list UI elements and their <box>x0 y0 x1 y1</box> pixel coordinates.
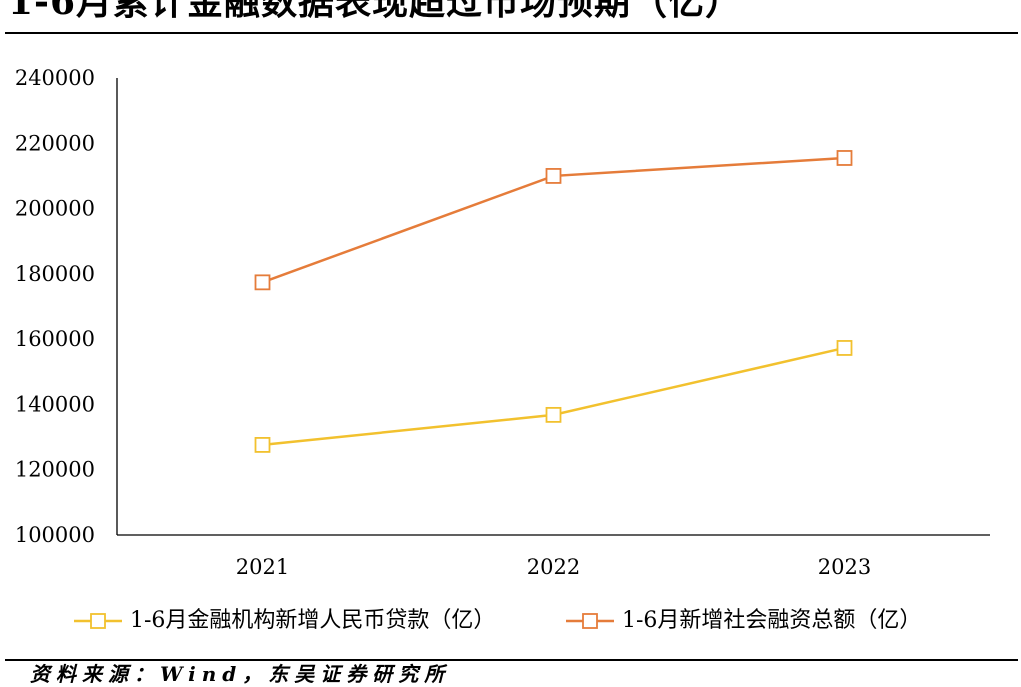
y-tick-label: 160000 <box>15 327 95 351</box>
chart-title: 1-6月累计金融数据表现超过市场预期（亿） <box>8 0 743 23</box>
bottom-divider <box>5 659 1018 661</box>
x-tick-label: 2022 <box>527 555 580 579</box>
x-tick-label: 2023 <box>818 555 871 579</box>
data-point <box>545 168 562 184</box>
data-point <box>836 150 853 166</box>
y-tick-label: 100000 <box>15 523 95 547</box>
legend-item-rmb-loans: 1-6月金融机构新增人民币贷款（亿） <box>73 605 495 637</box>
x-tick-label: 2021 <box>236 555 289 579</box>
line-chart: 100000 120000 140000 160000 180000 200000 2200… <box>15 66 990 579</box>
y-tick-label: 240000 <box>15 66 95 90</box>
data-point <box>836 340 853 356</box>
data-point <box>545 406 562 423</box>
y-tick-label: 200000 <box>15 197 95 221</box>
series-line-1 <box>262 346 845 447</box>
legend-swatch-social-financing <box>566 613 614 629</box>
y-tick-label: 220000 <box>15 131 95 155</box>
legend-label-rmb-loans: 1-6月金融机构新增人民币贷款（亿） <box>130 608 496 633</box>
y-tick-label: 120000 <box>15 458 95 482</box>
data-point <box>254 437 271 453</box>
top-divider <box>5 32 1018 34</box>
legend-swatch-rmb-loans <box>74 613 122 629</box>
chart-legend: 1-6月金融机构新增人民币贷款（亿） 1-6月新增社会融资总额（亿） <box>0 605 1021 637</box>
y-tick-label: 140000 <box>15 392 95 416</box>
data-point <box>254 274 271 291</box>
source-note: 资料来源：Wind，东吴证券研究所 <box>30 662 451 686</box>
legend-item-social-financing: 1-6月新增社会融资总额（亿） <box>565 605 921 637</box>
legend-label-social-financing: 1-6月新增社会融资总额（亿） <box>622 608 922 633</box>
y-tick-label: 180000 <box>15 262 95 286</box>
